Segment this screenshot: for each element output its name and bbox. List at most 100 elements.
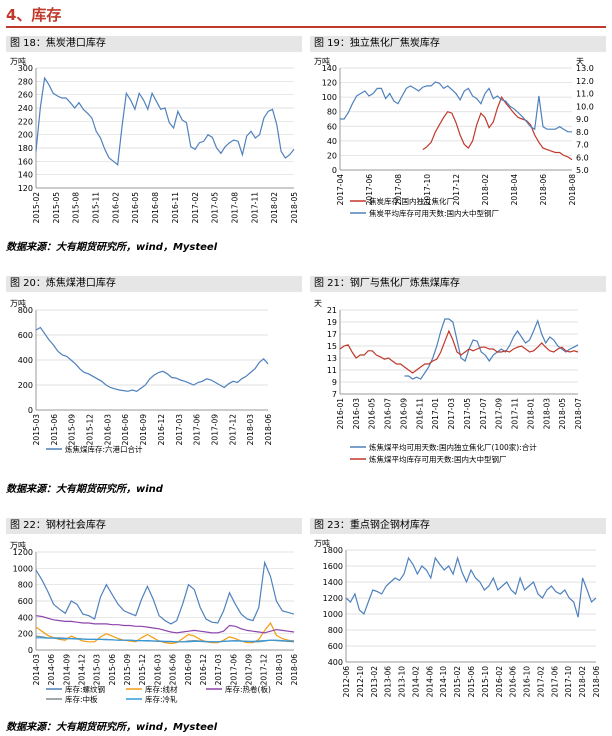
y-tick-label: 600 <box>328 642 343 651</box>
chart-coking-coal-days: 天 7 9 11 13 15 17 19 21 2016-01 2016-03 2016-05 2016… <box>314 299 583 464</box>
chart-coke-plant-inventory: 万吨 天 0 20 40 60 80 100 120 140 5.0 6.0 7.0 8.0 9.0 10.0… <box>314 56 594 218</box>
legend-label: 库存:中板 <box>65 694 98 704</box>
x-tick-label: 2016-03 <box>153 654 162 686</box>
y-right-tick-label: 6.0 <box>576 153 589 162</box>
figure-23-caption: 图 23：重点钢企钢材库存 <box>310 518 606 534</box>
y-tick-label: 0 <box>28 406 33 415</box>
x-tick-label: 2016-09 <box>399 398 408 430</box>
y-tick-label: 1800 <box>323 546 343 555</box>
y-tick-label: 600 <box>18 597 33 606</box>
x-tick-label: 2015-02 <box>32 192 41 224</box>
x-tick-label: 2016-11 <box>415 398 424 430</box>
x-tick-label: 2018-08 <box>568 174 577 206</box>
x-tick-label: 2016-08 <box>151 192 160 224</box>
x-tick-label: 2016-02 <box>111 192 120 224</box>
y-tick-label: 1000 <box>323 610 343 619</box>
y-tick-label: 400 <box>18 613 33 622</box>
x-tick-label: 2015-05 <box>52 192 61 224</box>
x-tick-label: 2012-10 <box>356 666 365 698</box>
legend-label: 焦炭平均库存可用天数:国内大中型钢厂 <box>369 208 500 218</box>
x-tick-label: 2014-03 <box>32 654 41 686</box>
y-right-tick-label: 5.0 <box>576 166 589 175</box>
x-tick-label: 2017-12 <box>452 174 461 206</box>
x-tick-label: 2016-10 <box>523 666 532 698</box>
x-tick-label: 2016-12 <box>199 654 208 686</box>
y-axis-unit-label: 天 <box>314 299 322 308</box>
x-tick-label: 2016-12 <box>157 414 166 446</box>
x-tick-label: 2018-02 <box>578 666 587 698</box>
x-tick-label: 2016-03 <box>103 414 112 446</box>
x-tick-label: 2017-01 <box>431 398 440 430</box>
y-tick-label: 280 <box>18 77 33 86</box>
x-tick-label: 2017-08 <box>230 192 239 224</box>
x-tick-label: 2017-03 <box>175 414 184 446</box>
x-tick-label: 2018-06 <box>264 414 273 446</box>
x-tick-label: 2014-10 <box>439 666 448 698</box>
x-tick-label: 2013-06 <box>384 666 393 698</box>
y-tick-label: 0 <box>332 166 337 175</box>
x-tick-label: 2018-07 <box>574 398 583 430</box>
x-tick-label: 2016-09 <box>139 414 148 446</box>
x-tick-label: 2014-02 <box>411 666 420 698</box>
figure-18-caption: 图 18：焦炭港口库存 <box>6 36 302 52</box>
legend-label: 库存:螺纹钢 <box>65 684 105 694</box>
y-tick-label: 400 <box>328 658 343 667</box>
y-tick-label: 40 <box>327 137 337 146</box>
y-tick-label: 80 <box>327 108 337 117</box>
x-tick-label: 2012-06 <box>342 666 351 698</box>
x-tick-label: 2017-10 <box>564 666 573 698</box>
x-tick-label: 2017-09 <box>495 398 504 430</box>
y-right-tick-label: 11.0 <box>576 90 594 99</box>
chart-steel-social-inventory: 万吨 0 200 400 600 800 1000 1200 2014-03 2014-06 201… <box>10 540 299 704</box>
y-tick-label: 400 <box>18 356 33 365</box>
y-right-tick-label: 13.0 <box>576 64 594 73</box>
figure-22: 图 22：钢材社会库存 万吨 0 200 400 600 800 1000 1200 2014-… <box>6 518 302 716</box>
y-tick-label: 1000 <box>13 564 33 573</box>
x-tick-label: 2015-06 <box>467 666 476 698</box>
y-tick-label: 120 <box>18 184 33 193</box>
x-tick-label: 2018-06 <box>539 174 548 206</box>
chart-coke-port-inventory: 万吨 120 140 160 180 200 220 240 260 280 300 2015-02 2… <box>10 56 299 224</box>
series-line-0 <box>35 76 295 166</box>
y-tick-label: 260 <box>18 91 33 100</box>
x-tick-label: 2018-02 <box>270 192 279 224</box>
y-tick-label: 1200 <box>323 594 343 603</box>
section-divider <box>6 26 606 28</box>
x-tick-label: 2016-06 <box>121 414 130 446</box>
figure-23: 图 23：重点钢企钢材库存 万吨 400 600 800 1000 1200 1400 160… <box>310 518 606 716</box>
x-tick-label: 2015-09 <box>68 414 77 446</box>
series-line-1 <box>35 621 295 645</box>
y-right-tick-label: 10.0 <box>576 102 594 111</box>
y-tick-label: 140 <box>322 64 337 73</box>
y-tick-label: 7 <box>332 390 337 399</box>
y-tick-label: 1400 <box>323 578 343 587</box>
y-tick-label: 20 <box>327 151 337 160</box>
series-line-0 <box>35 326 269 392</box>
x-tick-label: 2015-11 <box>92 192 101 224</box>
x-tick-label: 2017-03 <box>447 398 456 430</box>
y-tick-label: 220 <box>18 117 33 126</box>
figure-20: 图 20：炼焦煤港口库存 万吨 0 200 400 600 800 2015-03 2015-… <box>6 276 302 476</box>
x-tick-label: 2017-12 <box>228 414 237 446</box>
x-tick-label: 2018-04 <box>510 174 519 206</box>
x-tick-label: 2017-04 <box>336 174 345 206</box>
figure-21: 图 21：钢厂与焦化厂炼焦煤库存 天 7 9 11 13 15 17 19 21 2016-01 2… <box>310 276 606 476</box>
x-tick-label: 2014-12 <box>78 654 87 686</box>
x-tick-label: 2015-09 <box>123 654 132 686</box>
y-tick-label: 140 <box>18 171 33 180</box>
y-right-tick-label: 7.0 <box>576 141 589 150</box>
x-tick-label: 2018-03 <box>246 414 255 446</box>
x-tick-label: 2016-06 <box>509 666 518 698</box>
legend-label: 焦炭库存:国内独立焦化厂 <box>369 196 455 206</box>
figure-20-caption: 图 20：炼焦煤港口库存 <box>6 276 302 292</box>
y-tick-label: 200 <box>18 630 33 639</box>
legend-label: 炼焦煤库存:六港口合计 <box>65 444 143 454</box>
x-tick-label: 2017-08 <box>394 174 403 206</box>
y-tick-label: 200 <box>18 381 33 390</box>
source-row-3: 数据来源：大有期货研究所，wind，Mysteel <box>6 722 218 733</box>
legend-label: 库存:线材 <box>145 684 178 694</box>
series-line-0 <box>422 95 573 161</box>
y-tick-label: 120 <box>322 79 337 88</box>
legend-label: 炼焦煤平均可用天数:国内独立焦化厂(100家):合计 <box>369 442 537 452</box>
